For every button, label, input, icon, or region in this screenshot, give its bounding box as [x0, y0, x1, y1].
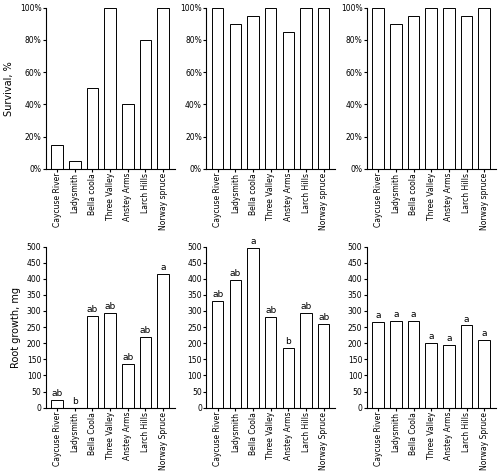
Text: ab: ab: [140, 326, 151, 335]
Text: ab: ab: [265, 307, 276, 316]
Text: b: b: [286, 337, 291, 346]
Bar: [300, 312, 312, 408]
Bar: [248, 16, 259, 169]
Bar: [318, 324, 330, 408]
Bar: [372, 322, 384, 408]
Bar: [461, 326, 472, 408]
Bar: [478, 8, 490, 169]
Bar: [104, 312, 116, 408]
Bar: [408, 16, 420, 169]
Bar: [122, 104, 134, 169]
Bar: [248, 248, 259, 408]
Bar: [282, 348, 294, 408]
Bar: [443, 8, 454, 169]
Text: ab: ab: [87, 305, 98, 314]
Text: a: a: [376, 311, 381, 320]
Text: a: a: [446, 334, 452, 343]
Bar: [426, 8, 437, 169]
Bar: [212, 301, 224, 408]
Bar: [122, 364, 134, 408]
Text: a: a: [411, 310, 416, 319]
Text: ab: ab: [104, 301, 116, 310]
Bar: [478, 340, 490, 408]
Bar: [212, 8, 224, 169]
Bar: [390, 24, 402, 169]
Bar: [52, 400, 63, 408]
Bar: [69, 161, 80, 169]
Bar: [390, 320, 402, 408]
Bar: [408, 320, 420, 408]
Y-axis label: Root growth, mg: Root growth, mg: [11, 287, 21, 368]
Text: a: a: [160, 263, 166, 272]
Y-axis label: Survival, %: Survival, %: [4, 61, 14, 116]
Bar: [443, 345, 454, 408]
Bar: [372, 8, 384, 169]
Bar: [86, 88, 98, 169]
Text: ab: ab: [212, 291, 224, 300]
Bar: [282, 32, 294, 169]
Text: ab: ab: [52, 389, 63, 398]
Bar: [158, 8, 169, 169]
Text: ab: ab: [122, 353, 134, 362]
Bar: [140, 337, 151, 408]
Text: a: a: [428, 332, 434, 341]
Bar: [318, 8, 330, 169]
Bar: [140, 40, 151, 169]
Text: a: a: [393, 310, 398, 319]
Bar: [86, 316, 98, 408]
Text: b: b: [72, 397, 78, 406]
Bar: [230, 24, 241, 169]
Bar: [265, 318, 276, 408]
Bar: [265, 8, 276, 169]
Text: ab: ab: [318, 313, 330, 322]
Text: a: a: [482, 329, 487, 338]
Text: ab: ab: [230, 269, 241, 278]
Bar: [52, 145, 63, 169]
Bar: [158, 274, 169, 408]
Bar: [230, 280, 241, 408]
Text: a: a: [464, 315, 469, 324]
Bar: [104, 8, 116, 169]
Text: ab: ab: [300, 301, 312, 310]
Bar: [300, 8, 312, 169]
Bar: [461, 16, 472, 169]
Bar: [426, 343, 437, 408]
Text: a: a: [250, 237, 256, 246]
